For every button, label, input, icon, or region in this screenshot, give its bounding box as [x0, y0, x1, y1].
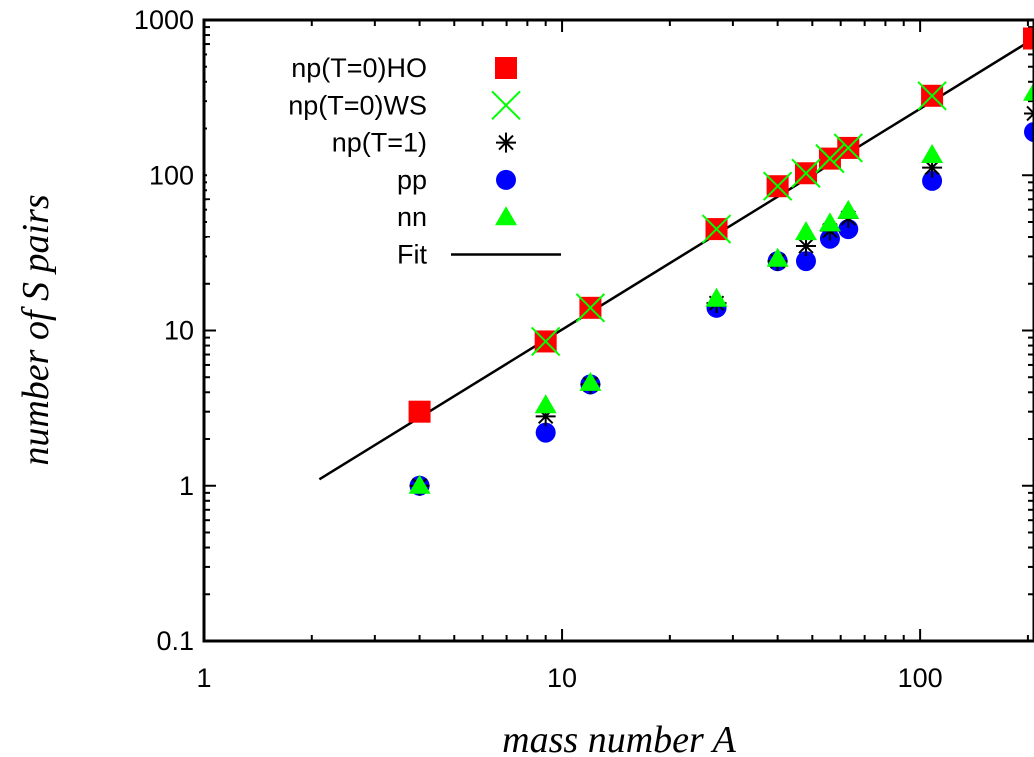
- legend-label: pp: [397, 165, 427, 195]
- point-cross: [917, 81, 947, 111]
- y-tick-label: 1: [179, 471, 194, 501]
- point-triangle: [579, 371, 602, 391]
- legend-backing: [207, 162, 442, 197]
- y-tick-label: 1000: [134, 5, 194, 35]
- point-cross-stroke: [815, 143, 845, 174]
- legend-triangle-sample: [495, 206, 517, 226]
- point-star-stroke: [1026, 112, 1034, 122]
- point-cross-stroke: [762, 171, 793, 201]
- point-triangle: [818, 212, 841, 232]
- point-cross-stroke: [530, 326, 561, 357]
- legend-circle-sample: [496, 169, 516, 190]
- x-tick-label: 1: [196, 663, 211, 693]
- legend-backing: [207, 88, 442, 123]
- legend: np(T=0)HO np(T=0)WS np(T=1) pp nn Fit: [207, 51, 561, 272]
- legend-label: nn: [397, 202, 427, 232]
- point-triangle: [837, 199, 860, 219]
- point-circle: [922, 170, 943, 191]
- legend-cross-sample: [491, 90, 521, 121]
- legend-star-sample-stroke: [498, 134, 514, 151]
- legend-label: np(T=0)WS: [288, 90, 427, 120]
- point-triangle: [1023, 81, 1034, 101]
- legend-backing: [207, 125, 442, 160]
- point-square: [408, 400, 431, 423]
- legend-backing: [207, 51, 442, 85]
- legend-backing: [207, 237, 442, 272]
- point-cross-stroke: [833, 133, 863, 163]
- plot-frame: [202, 18, 1034, 643]
- point-triangle: [534, 394, 557, 414]
- legend-label: np(T=1): [332, 128, 427, 158]
- point-cross: [815, 143, 845, 174]
- legend-square-sample: [495, 57, 517, 79]
- point-star-stroke: [798, 238, 814, 254]
- point-cross: [701, 214, 732, 244]
- point-cross-stroke: [575, 293, 606, 323]
- point-star-stroke: [1026, 105, 1034, 115]
- point-square: [1023, 27, 1034, 50]
- point-cross: [833, 133, 863, 163]
- point-triangle: [921, 144, 944, 164]
- point-cross-stroke: [791, 158, 821, 188]
- point-triangle: [705, 287, 728, 307]
- x-axis-label: mass number A: [502, 719, 736, 757]
- y-tick-label: 10: [164, 316, 194, 346]
- point-cross: [762, 171, 793, 201]
- y-tick-label: 0.1: [156, 626, 194, 656]
- point-circle: [535, 422, 556, 443]
- y-axis-label: number of S pairs: [15, 194, 57, 465]
- point-circle: [795, 251, 816, 272]
- point-cross-stroke: [701, 214, 732, 244]
- point-triangle: [794, 221, 817, 241]
- legend-backing: [207, 200, 442, 235]
- point-cross: [530, 326, 561, 357]
- point-circle: [1024, 121, 1034, 142]
- point-star: [1024, 103, 1034, 124]
- data-markers: [408, 27, 1034, 496]
- point-cross: [791, 158, 821, 188]
- point-triangle: [408, 474, 431, 494]
- fit-layer: [318, 37, 1034, 481]
- y-tick-label: 100: [149, 160, 194, 190]
- point-cross: [575, 293, 606, 323]
- legend-star-sample: [496, 132, 516, 153]
- x-tick-label: 10: [547, 663, 577, 693]
- legend-label: np(T=0)HO: [291, 53, 427, 83]
- x-tick-label: 100: [898, 663, 943, 693]
- legend-cross-sample-stroke: [491, 90, 521, 121]
- fit-line: [318, 37, 1034, 481]
- point-triangle: [766, 247, 789, 267]
- legend-label: Fit: [397, 240, 427, 270]
- point-cross-stroke: [917, 81, 947, 111]
